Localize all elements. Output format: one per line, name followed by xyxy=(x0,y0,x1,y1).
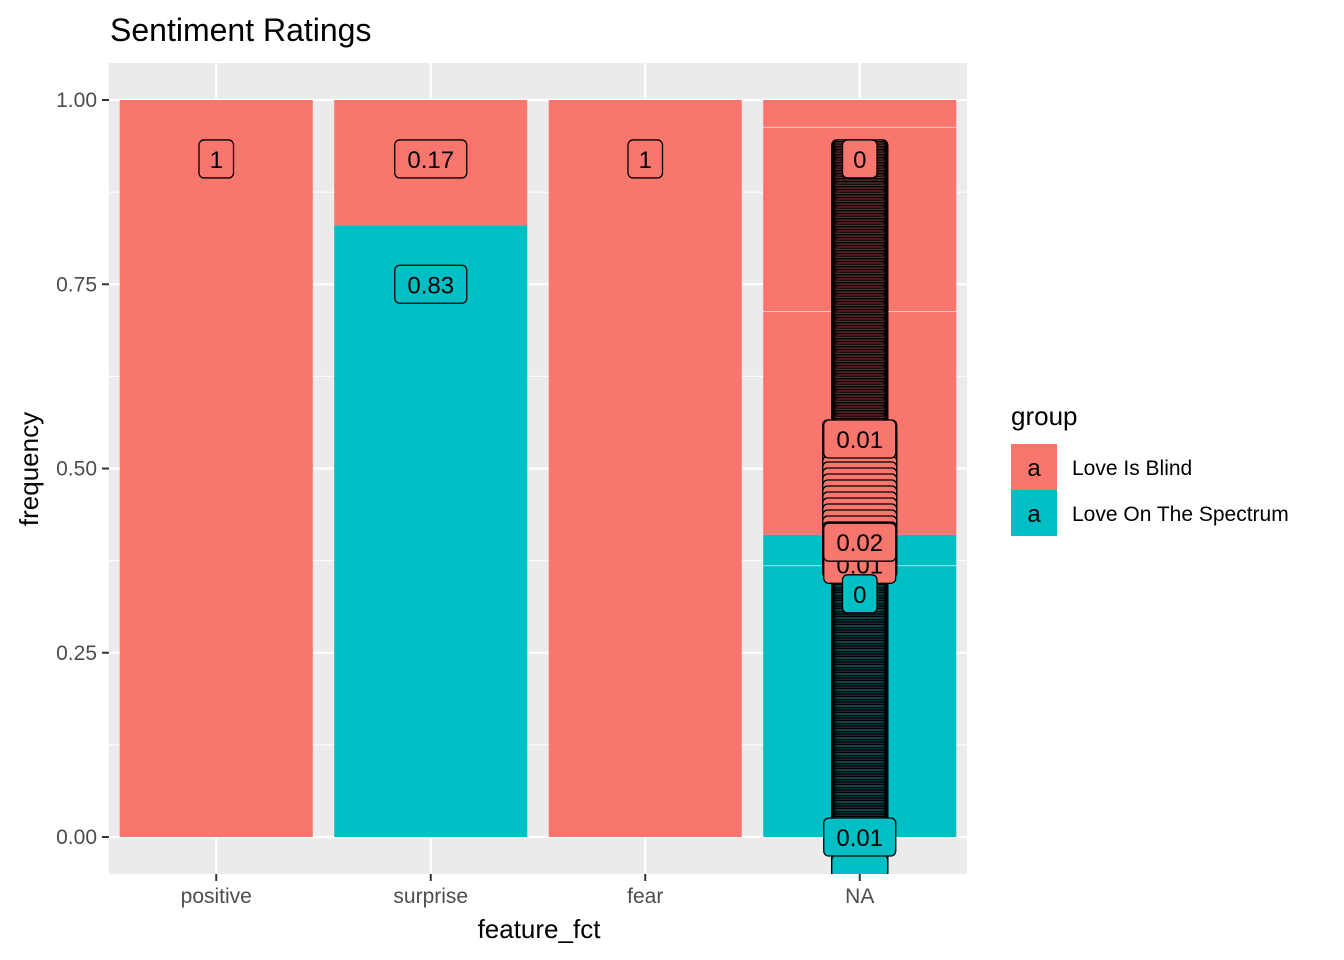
data-label-text: 0.01 xyxy=(836,427,883,454)
data-label-text: 1 xyxy=(639,147,652,174)
data-label-box xyxy=(394,139,468,179)
data-label-box xyxy=(823,817,897,857)
x-tick-label: surprise xyxy=(393,885,468,908)
x-tick-label: fear xyxy=(627,885,663,908)
x-tick-label: NA xyxy=(845,885,874,908)
data-label-na: 0.01 xyxy=(823,419,897,459)
bar-layer xyxy=(119,100,957,838)
data-label-text: 0 xyxy=(853,582,866,609)
data-label-box xyxy=(841,139,878,179)
legend-key-glyph: a xyxy=(1027,455,1041,482)
data-label-text: 0.17 xyxy=(407,147,454,174)
y-tick-label: 0.25 xyxy=(56,642,97,665)
data-label-text: 0.02 xyxy=(836,530,883,557)
legend: group a Love Is Blind a Love On The Spectru… xyxy=(1011,401,1289,536)
x-tick-label: positive xyxy=(181,885,252,908)
y-tick-label: 0.75 xyxy=(56,273,97,296)
y-tick-label: 0.50 xyxy=(56,458,97,481)
legend-key xyxy=(1011,444,1057,490)
y-tick-label: 0.00 xyxy=(56,826,97,849)
data-label-box xyxy=(823,522,897,562)
legend-label: Love On The Spectrum xyxy=(1072,503,1289,526)
data-label-text: 1 xyxy=(210,147,223,174)
data-label-surprise: 0.83 xyxy=(394,264,468,304)
data-label-box xyxy=(841,574,878,614)
legend-key xyxy=(1011,490,1057,536)
data-label-box xyxy=(627,139,664,179)
y-tick-label: 1.00 xyxy=(56,89,97,112)
legend-key-glyph: a xyxy=(1027,501,1041,528)
y-axis-title: frequency xyxy=(14,412,44,526)
data-label-surprise: 0.17 xyxy=(394,139,468,179)
data-label-na: 0 xyxy=(841,574,878,614)
legend-title: group xyxy=(1011,401,1078,431)
data-label-text: 0.01 xyxy=(836,825,883,852)
data-label-na: 0.02 xyxy=(823,522,897,562)
data-label-na: 0 xyxy=(841,139,878,179)
data-label-fear: 1 xyxy=(627,139,664,179)
x-axis-title: feature_fct xyxy=(478,914,602,944)
data-label-na: 0.01 xyxy=(823,817,897,857)
data-label-positive: 1 xyxy=(198,139,235,179)
data-label-box xyxy=(394,264,468,304)
chart-title: Sentiment Ratings xyxy=(110,12,371,48)
axes: 0.00 0.25 0.50 0.75 1.00 positive surprise fear… xyxy=(56,89,874,908)
data-label-text: 0.83 xyxy=(407,272,454,299)
bar-positive-love-is-blind xyxy=(119,100,313,837)
bar-fear-love-is-blind xyxy=(548,100,742,837)
data-label-box xyxy=(823,419,897,459)
legend-label: Love Is Blind xyxy=(1072,457,1192,480)
data-label-text: 0 xyxy=(853,147,866,174)
data-label-box xyxy=(198,139,235,179)
bar-surprise-love-on-the-spectrum xyxy=(334,225,528,838)
